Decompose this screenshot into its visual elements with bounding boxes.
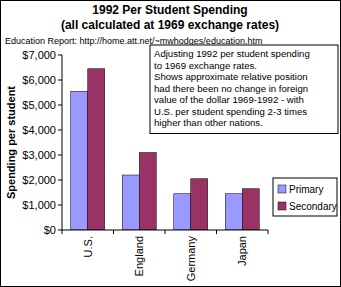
legend-label: Secondary xyxy=(289,201,337,212)
chart-frame xyxy=(1,1,341,287)
x-tick-label: Germany xyxy=(185,236,197,282)
chart-container: 1992 Per Student Spending(all calculated… xyxy=(0,0,341,287)
y-tick-label: $3,000 xyxy=(22,149,56,161)
x-tick xyxy=(216,230,217,234)
x-tick xyxy=(165,230,166,234)
bar xyxy=(242,189,259,230)
x-tick xyxy=(62,230,63,234)
legend-box xyxy=(273,178,337,216)
y-tick-label: $6,000 xyxy=(22,74,56,86)
bar xyxy=(88,69,105,230)
y-tick xyxy=(58,205,62,206)
x-tick xyxy=(268,230,269,234)
annotation: higher than other nations. xyxy=(154,117,263,128)
y-tick-label: $5,000 xyxy=(22,99,56,111)
x-tick-label: U.S. xyxy=(82,236,94,257)
bar xyxy=(122,175,139,230)
title: (all calculated at 1969 exchange rates) xyxy=(61,18,279,32)
y-axis-label: Spending per student xyxy=(5,86,17,199)
legend-swatch xyxy=(278,202,286,210)
y-tick xyxy=(58,55,62,56)
y-tick xyxy=(58,180,62,181)
y-axis xyxy=(62,55,63,230)
y-tick-label: $0 xyxy=(44,224,56,236)
annotation: Shows approximate relative position xyxy=(154,71,308,82)
legend-label: Primary xyxy=(289,184,323,195)
title: 1992 Per Student Spending xyxy=(92,3,247,17)
chart-svg: 1992 Per Student Spending(all calculated… xyxy=(0,0,341,287)
y-tick xyxy=(58,130,62,131)
y-tick xyxy=(58,155,62,156)
annotation: had there been no change in foreign xyxy=(154,83,308,94)
bar xyxy=(71,91,88,230)
bar xyxy=(191,179,208,230)
x-tick-label: Japan xyxy=(236,236,248,266)
x-tick-label: England xyxy=(133,236,145,276)
y-tick xyxy=(58,105,62,106)
annotation: U.S. per student spending 2-3 times xyxy=(154,106,307,117)
bar xyxy=(174,194,191,230)
y-tick-label: $1,000 xyxy=(22,199,56,211)
y-tick-label: $2,000 xyxy=(22,174,56,186)
bar xyxy=(139,153,156,231)
y-tick xyxy=(58,80,62,81)
y-tick-label: $7,000 xyxy=(22,49,56,61)
x-tick xyxy=(113,230,114,234)
bar xyxy=(225,194,242,230)
annotation: to 1969 exchange rates. xyxy=(154,60,257,71)
annotation: Adjusting 1992 per student spending xyxy=(154,48,310,59)
y-tick-label: $4,000 xyxy=(22,124,56,136)
annotation-box xyxy=(150,45,338,134)
legend-swatch xyxy=(278,185,286,193)
y-tick xyxy=(58,230,62,231)
annotation: value of the dollar 1969-1992 - with xyxy=(154,94,304,105)
